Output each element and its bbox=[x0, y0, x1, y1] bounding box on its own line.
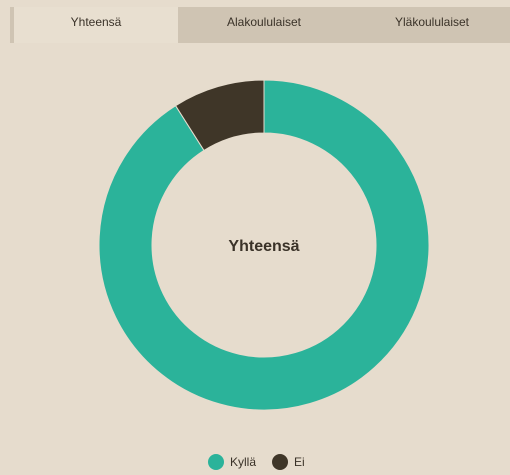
active-tab[interactable] bbox=[14, 7, 178, 43]
legend-label: Ei bbox=[294, 455, 305, 469]
tab[interactable]: Yhteensä bbox=[71, 15, 122, 29]
legend-swatch bbox=[208, 454, 224, 470]
legend-label: Kyllä bbox=[230, 455, 256, 469]
legend-swatch bbox=[272, 454, 289, 470]
tab[interactable]: Yläkoululaiset bbox=[395, 15, 470, 29]
slice bbox=[98, 79, 430, 411]
slice bbox=[174, 79, 265, 152]
tab[interactable]: Alakoululaiset bbox=[227, 15, 302, 29]
chart-center-title: Yhteensä bbox=[228, 238, 299, 255]
